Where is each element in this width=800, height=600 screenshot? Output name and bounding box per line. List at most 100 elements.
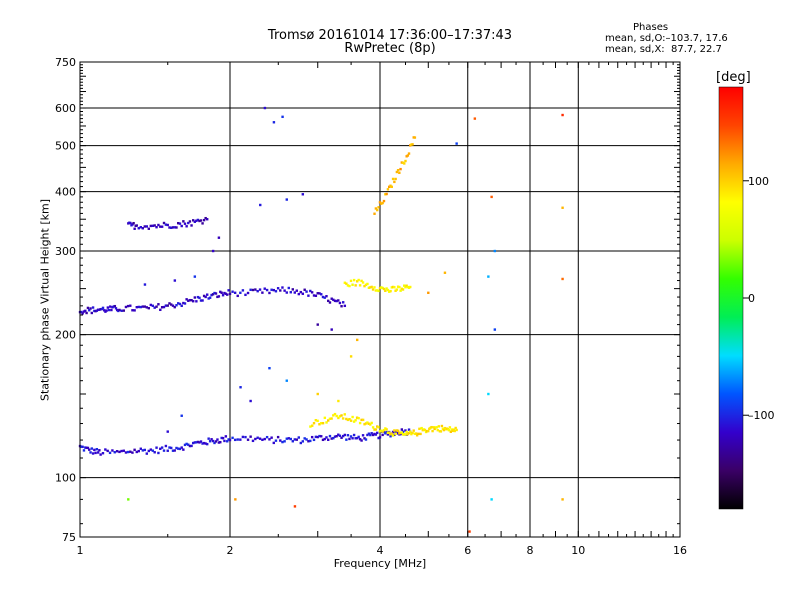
scatter-point — [316, 392, 319, 396]
trace-point — [211, 293, 215, 296]
scatter-point — [234, 498, 237, 501]
trace-point — [305, 438, 308, 441]
trace-point — [364, 422, 368, 425]
trace-point — [157, 451, 160, 455]
scatter-point — [259, 203, 262, 207]
trace-point — [115, 450, 119, 453]
trace-point — [384, 193, 387, 196]
trace-point — [86, 306, 90, 310]
trace-point — [413, 136, 417, 139]
trace-point — [400, 287, 404, 291]
scatter-point — [455, 142, 458, 145]
scatter-point — [561, 498, 564, 501]
trace-point — [328, 417, 332, 420]
trace-point — [385, 192, 388, 196]
trace-point — [239, 438, 242, 441]
trace-point — [205, 218, 209, 221]
trace-point — [95, 309, 99, 312]
trace-point — [293, 438, 296, 441]
trace-point — [449, 430, 453, 433]
trace-point — [187, 443, 190, 446]
trace-point — [147, 227, 151, 230]
trace-point — [80, 310, 83, 314]
trace-point — [378, 436, 382, 439]
axis-ticks-layer: 1 2 4 6 8 10 16 75 100 200 300 400 500 600 750 — [55, 56, 687, 557]
trace-point — [224, 435, 228, 438]
trace-point — [439, 430, 443, 433]
trace-point — [180, 304, 183, 308]
trace-point — [199, 299, 203, 302]
trace-point — [409, 285, 412, 289]
scatter-point — [490, 498, 493, 501]
trace-point — [287, 437, 290, 440]
trace-point — [178, 447, 182, 451]
trace-point — [233, 291, 237, 295]
trace-point — [401, 161, 405, 164]
trace-point — [170, 446, 173, 450]
trace-point — [396, 168, 400, 172]
trace-point — [202, 441, 206, 445]
trace-point — [270, 436, 273, 439]
trace-point — [320, 293, 323, 296]
trace-point — [244, 293, 247, 297]
trace-point — [390, 286, 394, 289]
trace-point — [404, 285, 407, 289]
scatter-point — [443, 271, 447, 274]
trace-point — [335, 434, 338, 438]
trace-point — [442, 428, 446, 432]
trace-point — [88, 309, 91, 312]
trace-point — [195, 300, 198, 303]
trace-point — [405, 430, 408, 434]
trace-point — [139, 447, 142, 450]
trace-point — [411, 143, 414, 146]
trace-point — [310, 291, 314, 294]
trace-point — [198, 296, 201, 300]
trace-point — [453, 429, 456, 433]
trace-point — [141, 305, 144, 308]
trace-point — [291, 288, 294, 291]
trace-point — [196, 440, 200, 444]
trace-point — [407, 431, 411, 435]
trace-point — [361, 281, 365, 284]
trace-point — [367, 286, 371, 289]
trace-point — [335, 299, 338, 303]
scatter-point — [293, 505, 297, 508]
trace-point — [301, 292, 305, 295]
trace-point — [244, 435, 247, 439]
trace-point — [204, 442, 207, 445]
trace-point — [285, 437, 288, 440]
trace-point — [399, 431, 402, 434]
trace-point — [254, 437, 257, 441]
trace-point — [210, 438, 213, 441]
colorbar-tick-label: –100 — [748, 409, 775, 422]
trace-point — [254, 288, 257, 291]
trace-point — [219, 440, 222, 444]
trace-point — [370, 421, 373, 425]
trace-point — [384, 432, 387, 435]
trace-point — [325, 421, 328, 424]
trace-point — [199, 219, 203, 222]
trace-point — [96, 451, 100, 454]
trace-point — [143, 305, 146, 308]
trace-point — [384, 427, 387, 430]
trace-point — [261, 291, 264, 294]
trace-point — [137, 449, 140, 453]
trace-point — [380, 429, 383, 432]
trace-point — [188, 220, 192, 223]
trace-point — [166, 304, 169, 307]
trace-point — [175, 304, 178, 307]
trace-point — [395, 170, 399, 174]
trace-point — [452, 428, 455, 431]
trace-point — [393, 180, 396, 184]
trace-point — [343, 304, 347, 308]
trace-point — [417, 432, 420, 436]
trace-point — [337, 299, 340, 302]
trace-point — [208, 440, 212, 443]
trace-point — [98, 449, 101, 452]
trace-point — [310, 435, 314, 439]
trace-point — [407, 286, 411, 289]
scatter-point — [330, 328, 333, 331]
trace-point — [406, 154, 410, 157]
trace-point — [139, 226, 142, 229]
trace-point — [208, 296, 212, 299]
